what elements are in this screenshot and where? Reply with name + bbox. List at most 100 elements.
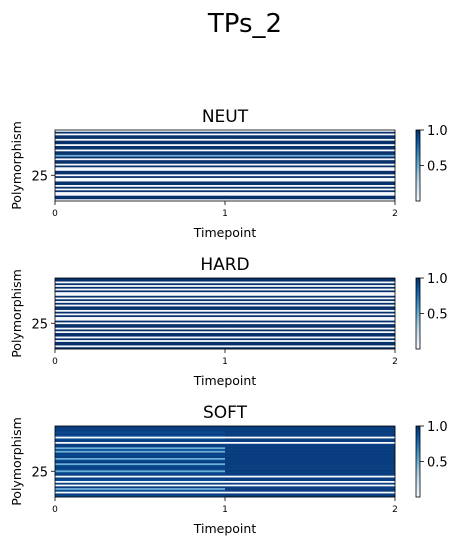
heatmap-cell <box>55 347 226 350</box>
heatmap-cell <box>55 295 226 298</box>
heatmap-cell <box>55 434 226 437</box>
heatmap-cell <box>55 473 226 476</box>
panel-neut: NEUT 0 1 2 Timepoint 25 Polymorphism 0.5 1.0 <box>9 107 448 240</box>
heatmap-cell <box>225 301 396 304</box>
heatmap-cell <box>225 489 396 492</box>
heatmap-cell <box>55 456 226 459</box>
heatmap-cell <box>55 302 226 305</box>
heatmap-cell <box>225 176 396 179</box>
heatmap-cell <box>225 177 396 180</box>
heatmap-cell <box>225 281 396 284</box>
heatmap-cell <box>225 288 396 291</box>
colorbar <box>415 425 421 498</box>
heatmap-cell <box>55 468 226 471</box>
heatmap-cell <box>55 293 226 297</box>
panel-title: SOFT <box>203 403 248 423</box>
heatmap-cell <box>225 484 396 487</box>
heatmap-cell <box>225 477 396 480</box>
x-axis-label: Timepoint <box>193 225 257 240</box>
heatmap-cell <box>225 443 396 446</box>
heatmap-cell <box>225 333 396 336</box>
heatmap-cell <box>225 341 396 344</box>
heatmap-cell <box>225 329 396 332</box>
heatmap-cell <box>55 278 226 281</box>
heatmap-cell <box>225 183 396 186</box>
heatmap-cell <box>225 463 396 466</box>
heatmap-cell <box>225 459 396 462</box>
y-axis-label: Polymorphism <box>9 269 24 358</box>
heatmap-cell <box>55 317 226 320</box>
heatmap-cell <box>55 318 226 321</box>
heatmap-cell <box>55 329 226 332</box>
x-tick-label: 2 <box>392 209 398 219</box>
heatmap-cell <box>225 322 396 325</box>
heatmap-cell <box>225 468 396 471</box>
heatmap-cell <box>55 151 226 154</box>
heatmap-cell <box>225 279 396 282</box>
x-tick-label: 0 <box>52 505 58 515</box>
x-tick-label: 0 <box>52 209 58 219</box>
heatmap-cell <box>225 138 396 141</box>
heatmap-cell <box>225 340 396 343</box>
heatmap-cell <box>225 133 396 136</box>
y-axis-label: Polymorphism <box>9 417 24 506</box>
heatmap-cell <box>55 486 226 489</box>
heatmap-cell <box>225 285 396 288</box>
heatmap-cell <box>55 286 226 289</box>
panel-title: NEUT <box>202 107 249 127</box>
heatmap-cell <box>55 301 226 304</box>
heatmap-cell <box>55 450 226 453</box>
heatmap-cell <box>55 154 226 157</box>
heatmap-cell <box>55 461 226 464</box>
heatmap-cell <box>225 308 396 311</box>
heatmap-cell <box>225 488 396 491</box>
heatmap-cell <box>225 169 396 172</box>
heatmap-cell <box>225 292 396 295</box>
heatmap-cell <box>55 192 226 195</box>
heatmap-cell <box>55 297 226 300</box>
heatmap-cell <box>55 285 226 288</box>
heatmap-cell <box>225 440 396 443</box>
heatmap-cell <box>55 163 226 166</box>
heatmap-cell <box>55 313 226 316</box>
heatmap-cell <box>55 158 226 161</box>
heatmap-cell <box>55 183 226 186</box>
heatmap-cell <box>55 288 226 291</box>
heatmap-cell <box>225 170 396 173</box>
heatmap-cell <box>225 172 396 175</box>
heatmap-cell <box>225 315 396 318</box>
heatmap-cell <box>225 190 396 193</box>
heatmap-cell <box>225 295 396 298</box>
heatmap-cell <box>55 495 226 498</box>
heatmap-cell <box>225 147 396 150</box>
heatmap-cell <box>55 320 226 323</box>
heatmap-cell <box>225 324 396 327</box>
heatmap-cell <box>225 165 396 168</box>
colorbar <box>415 129 421 202</box>
heatmap-cell <box>55 188 226 191</box>
heatmap-cell <box>55 145 226 149</box>
heatmap-cell <box>225 185 396 188</box>
heatmap-cell <box>55 441 226 445</box>
heatmap-cell <box>225 441 396 445</box>
heatmap-cell <box>55 290 226 293</box>
heatmap-cell <box>55 334 226 337</box>
heatmap-cell <box>55 343 226 346</box>
x-tick-label: 1 <box>222 209 228 219</box>
heatmap-cell <box>225 479 396 482</box>
heatmap-cell <box>225 454 396 457</box>
heatmap-cell <box>225 186 396 189</box>
heatmap-cell <box>55 149 226 152</box>
heatmap-cell <box>225 188 396 191</box>
heatmap-cell <box>55 176 226 179</box>
heatmap-cell <box>225 427 396 430</box>
heatmap-cell <box>225 433 396 436</box>
heatmap-cell <box>55 447 226 450</box>
heatmap-cell <box>225 158 396 161</box>
heatmap-cell <box>55 161 226 165</box>
heatmap-cell <box>225 452 396 455</box>
heatmap-cell <box>225 434 396 437</box>
heatmap-cell <box>225 304 396 307</box>
heatmap-cell <box>55 489 226 492</box>
heatmap-cell <box>225 327 396 330</box>
